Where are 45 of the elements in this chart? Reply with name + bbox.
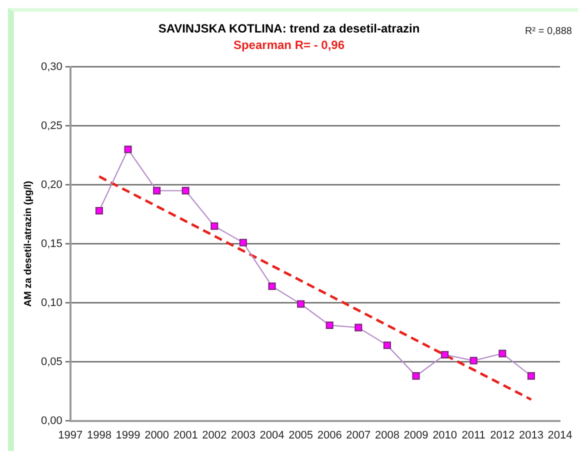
x-tick-label: 2010 [432,429,458,442]
point [527,372,535,380]
x-tick-label: 2003 [230,429,256,442]
x-tick-label: 2011 [462,429,486,442]
point [153,186,161,194]
chart-title: SAVINJSKA KOTLINA: trend za desetil-atrazin [158,22,420,36]
point [412,372,420,380]
x-tick-label: 2002 [202,429,227,442]
x-tick-label: 2009 [404,429,428,442]
x-tick-label: 2008 [374,429,400,442]
y-tick-label: 0,05 [40,356,62,368]
y-tick-label: 0,30 [40,60,62,73]
x-tick-label: 2007 [346,429,371,442]
x-tick-label: 2000 [144,429,170,442]
text: R² = 0,888 [525,26,572,37]
point [470,356,478,364]
point [239,238,247,246]
x-tick-label: 2013 [518,429,544,442]
y-tick-label: 0,00 [40,414,62,427]
x-tick-label: 2001 [173,429,198,442]
y-tick-label: 0,15 [40,238,62,250]
x-tick-label: 2014 [548,429,572,442]
x-tick-label: 2012 [490,429,515,442]
point [124,146,132,154]
point [383,342,391,350]
x-tick-label: 1997 [58,429,83,442]
chart-subtitle: Spearman R= - 0,96 [233,38,345,52]
point [498,350,506,358]
y-tick-label: 0,20 [40,178,62,191]
x-tick-label: 1999 [116,429,140,442]
point [182,186,190,194]
point [326,321,334,329]
x-tick-label: 2006 [317,429,342,442]
y-tick-label: 0,10 [40,296,62,309]
point [268,282,276,290]
point [95,206,103,215]
point [297,300,305,308]
y-axis-title: AM za desetil-atrazin (µg/l) [22,180,34,307]
point [210,222,218,230]
x-tick-label: 2004 [260,429,284,442]
x-tick-label: 1998 [86,429,112,442]
y-tick-label: 0,25 [40,120,62,132]
point [354,324,362,332]
x-tick-label: 2005 [288,429,314,442]
point [441,350,449,358]
